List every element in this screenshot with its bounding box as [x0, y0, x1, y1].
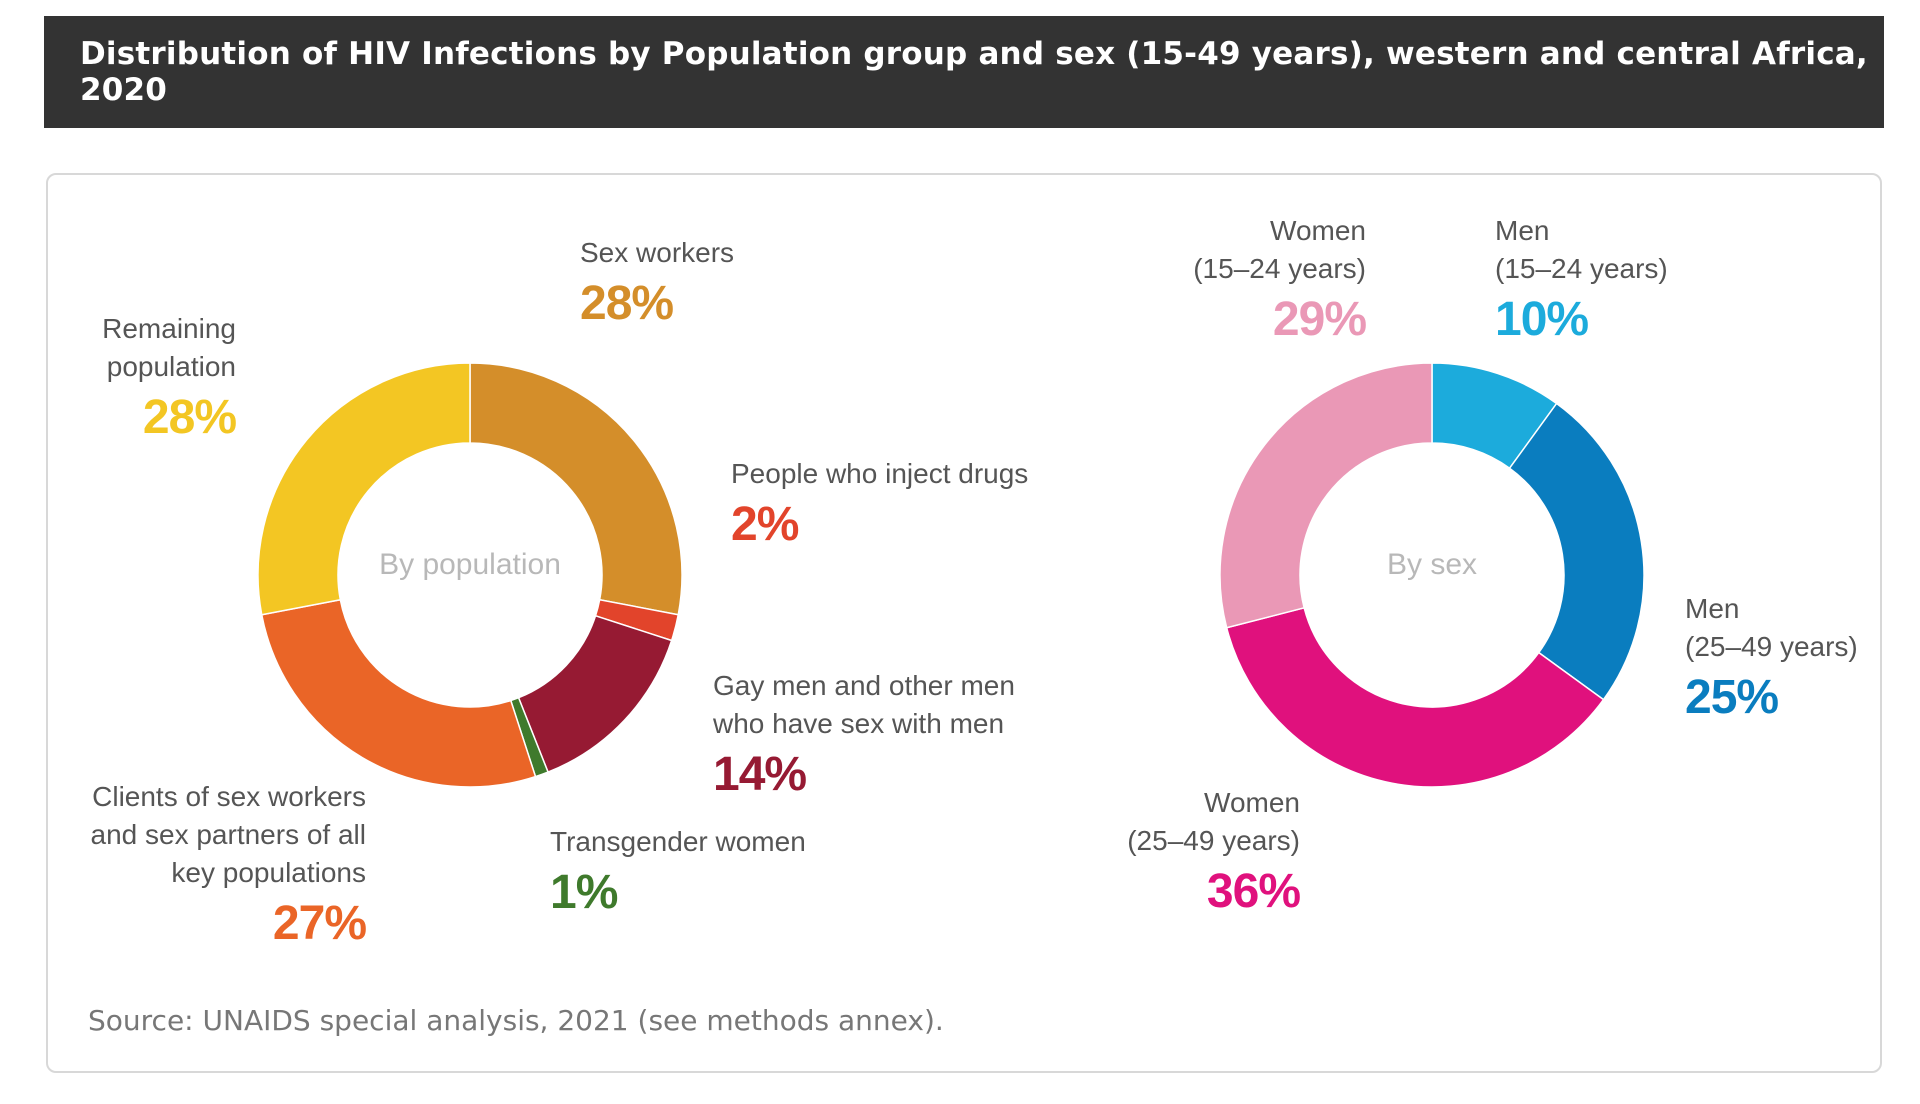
slice-value: 36%	[1206, 865, 1301, 918]
slice-value: 2%	[731, 498, 799, 551]
donut-slice-clients-of-sex-workers-and-sex-partners-of-all-key-populations	[260, 598, 537, 788]
sex-donut	[1219, 362, 1645, 788]
population-center-label: By population	[379, 548, 561, 581]
label-gay-men-msm: Gay men and other men who have sex with …	[713, 667, 1015, 803]
source-note: Source: UNAIDS special analysis, 2021 (s…	[88, 1004, 944, 1037]
slice-name: Transgender women	[550, 826, 806, 857]
population-donut	[257, 362, 683, 788]
slice-value: 25%	[1685, 671, 1779, 724]
label-men-15-24: Men (15–24 years) 10%	[1495, 212, 1668, 348]
slice-name: Sex workers	[580, 237, 735, 268]
slice-name: People who inject drugs	[731, 458, 1029, 489]
slice-name: Women (25–49 years)	[1127, 787, 1300, 856]
slice-value: 1%	[550, 866, 618, 919]
slice-name: Women (15–24 years)	[1193, 215, 1366, 284]
label-men-25-49: Men (25–49 years) 25%	[1685, 590, 1858, 726]
sex-center-label: By sex	[1386, 548, 1478, 581]
donut-slice-women-25-49-years	[1225, 606, 1605, 788]
slice-value: 28%	[580, 277, 674, 330]
label-transgender-women: Transgender women 1%	[550, 823, 806, 921]
slice-value: 10%	[1495, 293, 1589, 346]
label-remaining-population: Remaining population 28%	[60, 310, 237, 446]
slice-name: Clients of sex workers and sex partners …	[90, 781, 367, 888]
slice-value: 27%	[272, 897, 367, 950]
donut-slice-gay-men-and-other-men-who-have-sex-with-men	[517, 614, 673, 774]
slice-name: Remaining population	[102, 313, 236, 382]
slice-name: Men (15–24 years)	[1495, 215, 1668, 284]
donut-slice-women-15-24-years	[1219, 362, 1433, 629]
label-women-15-24: Women (15–24 years) 29%	[1166, 212, 1367, 348]
slice-value: 28%	[142, 391, 237, 444]
chart-title: Distribution of HIV Infections by Popula…	[44, 16, 1884, 128]
slice-name: Gay men and other men who have sex with …	[713, 670, 1015, 739]
donut-slice-remaining-population	[257, 362, 471, 616]
slice-value: 29%	[1272, 293, 1367, 346]
slice-name: Men (25–49 years)	[1685, 593, 1858, 662]
label-people-who-inject-drugs: People who inject drugs 2%	[731, 455, 1028, 553]
label-women-25-49: Women (25–49 years) 36%	[1100, 784, 1301, 920]
donut-slice-men-25-49-years	[1508, 402, 1645, 701]
label-sex-workers: Sex workers 28%	[580, 234, 734, 332]
label-clients-of-sex-workers: Clients of sex workers and sex partners …	[60, 778, 368, 952]
donut-slice-sex-workers	[469, 362, 683, 616]
slice-value: 14%	[713, 748, 807, 801]
